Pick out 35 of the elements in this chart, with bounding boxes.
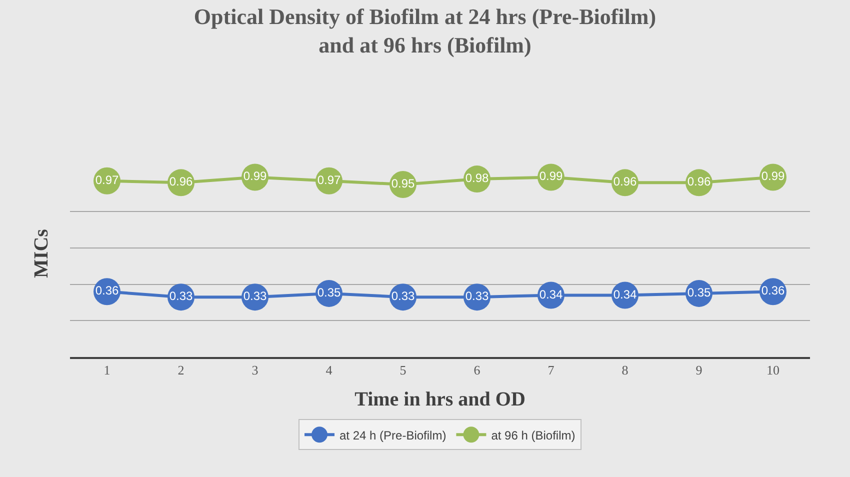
data-label: 0.96	[687, 174, 711, 189]
data-label: 0.95	[391, 176, 415, 190]
data-label: 0.33	[169, 289, 193, 304]
data-label: 0.99	[761, 169, 785, 184]
x-axis-title: Time in hrs and OD	[354, 388, 526, 411]
y-axis-title: MICs	[30, 228, 52, 278]
x-tick-label: 7	[548, 362, 555, 378]
data-label: 0.96	[169, 174, 193, 189]
data-label: 0.35	[317, 285, 341, 300]
x-tick-label: 3	[252, 362, 258, 378]
x-tick-label: 2	[178, 362, 184, 378]
data-label: 0.33	[465, 289, 489, 304]
data-label: 0.96	[613, 174, 637, 189]
data-label: 0.34	[613, 287, 637, 302]
data-label: 0.33	[391, 289, 415, 304]
x-tick-label: 1	[104, 362, 110, 378]
data-label: 0.36	[95, 284, 119, 298]
legend-label: at 96 h (Biofilm)	[491, 428, 576, 442]
data-label: 0.99	[243, 169, 267, 184]
x-tick-label: 8	[622, 362, 628, 378]
x-tick-label: 4	[326, 362, 333, 378]
data-label: 0.33	[243, 289, 267, 304]
x-tick-label: 9	[696, 362, 702, 378]
x-tick-label: 6	[474, 362, 481, 378]
data-label: 0.35	[687, 285, 711, 300]
data-label: 0.34	[539, 287, 563, 302]
data-label: 0.98	[465, 171, 489, 186]
data-label: 0.97	[317, 172, 341, 187]
data-label: 0.99	[539, 169, 563, 184]
data-label: 0.97	[95, 172, 119, 187]
x-tick-label: 5	[400, 362, 406, 378]
x-tick-label: 10	[766, 362, 780, 378]
legend-label: at 24 h (Pre-Biofilm)	[340, 428, 446, 442]
data-label: 0.36	[761, 284, 785, 298]
chart-title: Optical Density of Biofilm at 24 hrs (Pre-Biofilm) and at 96 hrs (Biofilm)	[194, 4, 656, 58]
